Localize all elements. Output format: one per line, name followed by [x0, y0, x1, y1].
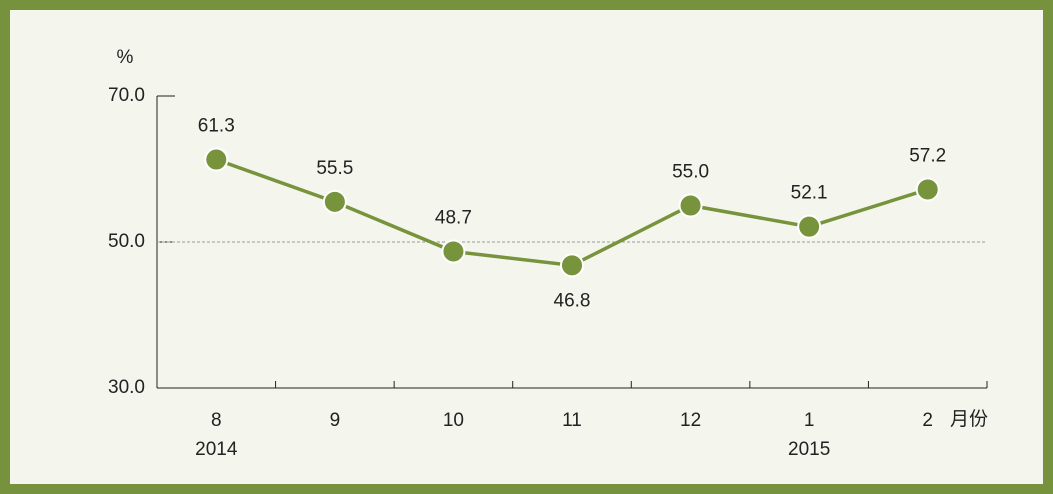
marker	[678, 193, 703, 218]
x-tick-label: 8	[211, 410, 222, 431]
y-tick-label: 30.0	[108, 377, 145, 398]
marker	[915, 177, 940, 202]
y-axis-label: %	[117, 47, 134, 68]
x-tick-label: 10	[443, 410, 464, 431]
marker	[322, 189, 347, 214]
marker	[560, 253, 584, 278]
y-tick-label: 50.0	[108, 231, 145, 252]
x-tick-label: 9	[330, 410, 341, 431]
x-tick-label: 12	[680, 410, 701, 431]
data-label: 61.3	[198, 116, 235, 137]
data-label: 55.0	[672, 162, 709, 183]
year-label: 2014	[195, 439, 238, 460]
y-tick-label: 70.0	[108, 85, 145, 106]
data-label: 48.7	[435, 208, 472, 229]
x-tick-label: 1	[804, 410, 815, 431]
data-label: 52.1	[791, 183, 828, 204]
marker	[797, 214, 822, 239]
data-label: 46.8	[554, 290, 591, 311]
data-label: 57.2	[909, 145, 946, 166]
year-label: 2015	[788, 439, 830, 460]
x-axis-label: 月份	[950, 408, 988, 430]
marker	[204, 147, 229, 172]
data-label: 55.5	[316, 158, 353, 179]
x-tick-label: 11	[562, 410, 582, 431]
marker	[441, 239, 466, 264]
x-tick-label: 2	[922, 410, 933, 431]
